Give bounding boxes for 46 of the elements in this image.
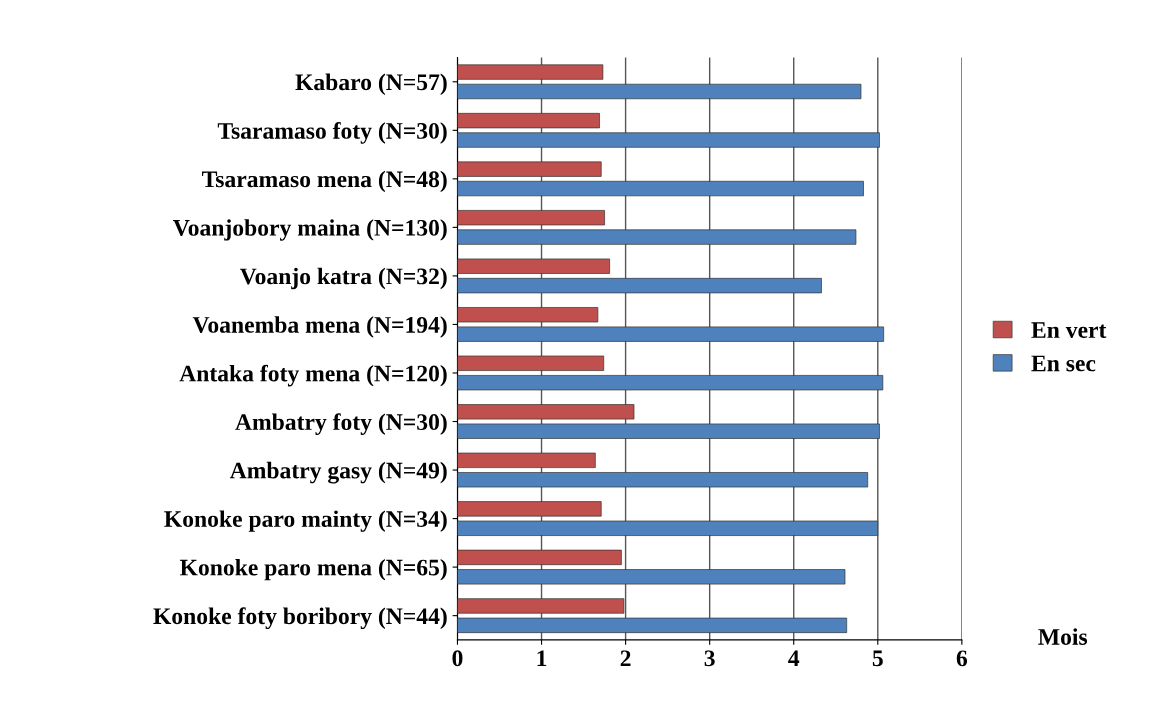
x-tick-label: 6 <box>956 650 968 667</box>
y-tick-label: Ambatry foty (N=30) <box>235 413 447 435</box>
y-tick-label: Antaka foty mena (N=120) <box>179 364 447 387</box>
bar <box>457 520 879 536</box>
bar <box>457 112 600 129</box>
bar <box>457 355 605 371</box>
bar <box>457 307 599 323</box>
bar <box>457 132 880 148</box>
bar <box>457 501 602 517</box>
bar <box>457 472 869 488</box>
y-tick-label: Tsaramaso foty (N=30) <box>217 122 447 144</box>
y-tick-label: Voanemba mena (N=194) <box>192 316 447 338</box>
bar <box>457 326 885 342</box>
y-tick-label: Voanjobory maina (N=130) <box>173 219 447 241</box>
bar <box>457 452 596 468</box>
bar <box>457 617 848 633</box>
bar <box>457 549 622 566</box>
x-tick-label: 5 <box>872 650 883 667</box>
bar <box>457 375 884 391</box>
x-tick-label: 2 <box>620 650 631 667</box>
y-tick-label: Konoke paro mainty (N=34) <box>164 510 447 532</box>
y-tick-label: Konoke paro mena (N=65) <box>179 558 447 581</box>
x-tick-label: 4 <box>788 650 800 667</box>
x-tick-label: 0 <box>452 650 463 667</box>
y-tick-label: Voanjo katra (N=32) <box>239 267 447 290</box>
bar <box>457 423 880 439</box>
x-axis-title: Mois <box>1038 628 1088 645</box>
bar <box>457 210 605 226</box>
x-tick-label: 3 <box>704 650 715 667</box>
y-tick-label: Konoke foty boribory (N=44) <box>153 607 447 630</box>
legend-label: En sec <box>1031 355 1096 372</box>
y-tick-label: Tsaramaso mena (N=48) <box>202 170 447 193</box>
bar <box>457 180 864 197</box>
bar <box>457 598 625 614</box>
legend-label: En vert <box>1031 322 1107 339</box>
y-tick-label: Kabaro (N=57) <box>295 73 447 96</box>
bar <box>457 569 846 585</box>
bar <box>457 277 822 294</box>
bar <box>457 161 602 177</box>
x-tick-label: 1 <box>537 650 547 667</box>
bar <box>457 229 857 245</box>
bar <box>457 404 635 420</box>
y-tick-label: Ambatry gasy (N=49) <box>229 461 447 484</box>
bar <box>457 258 610 274</box>
bar <box>457 83 862 100</box>
bar <box>457 64 604 80</box>
